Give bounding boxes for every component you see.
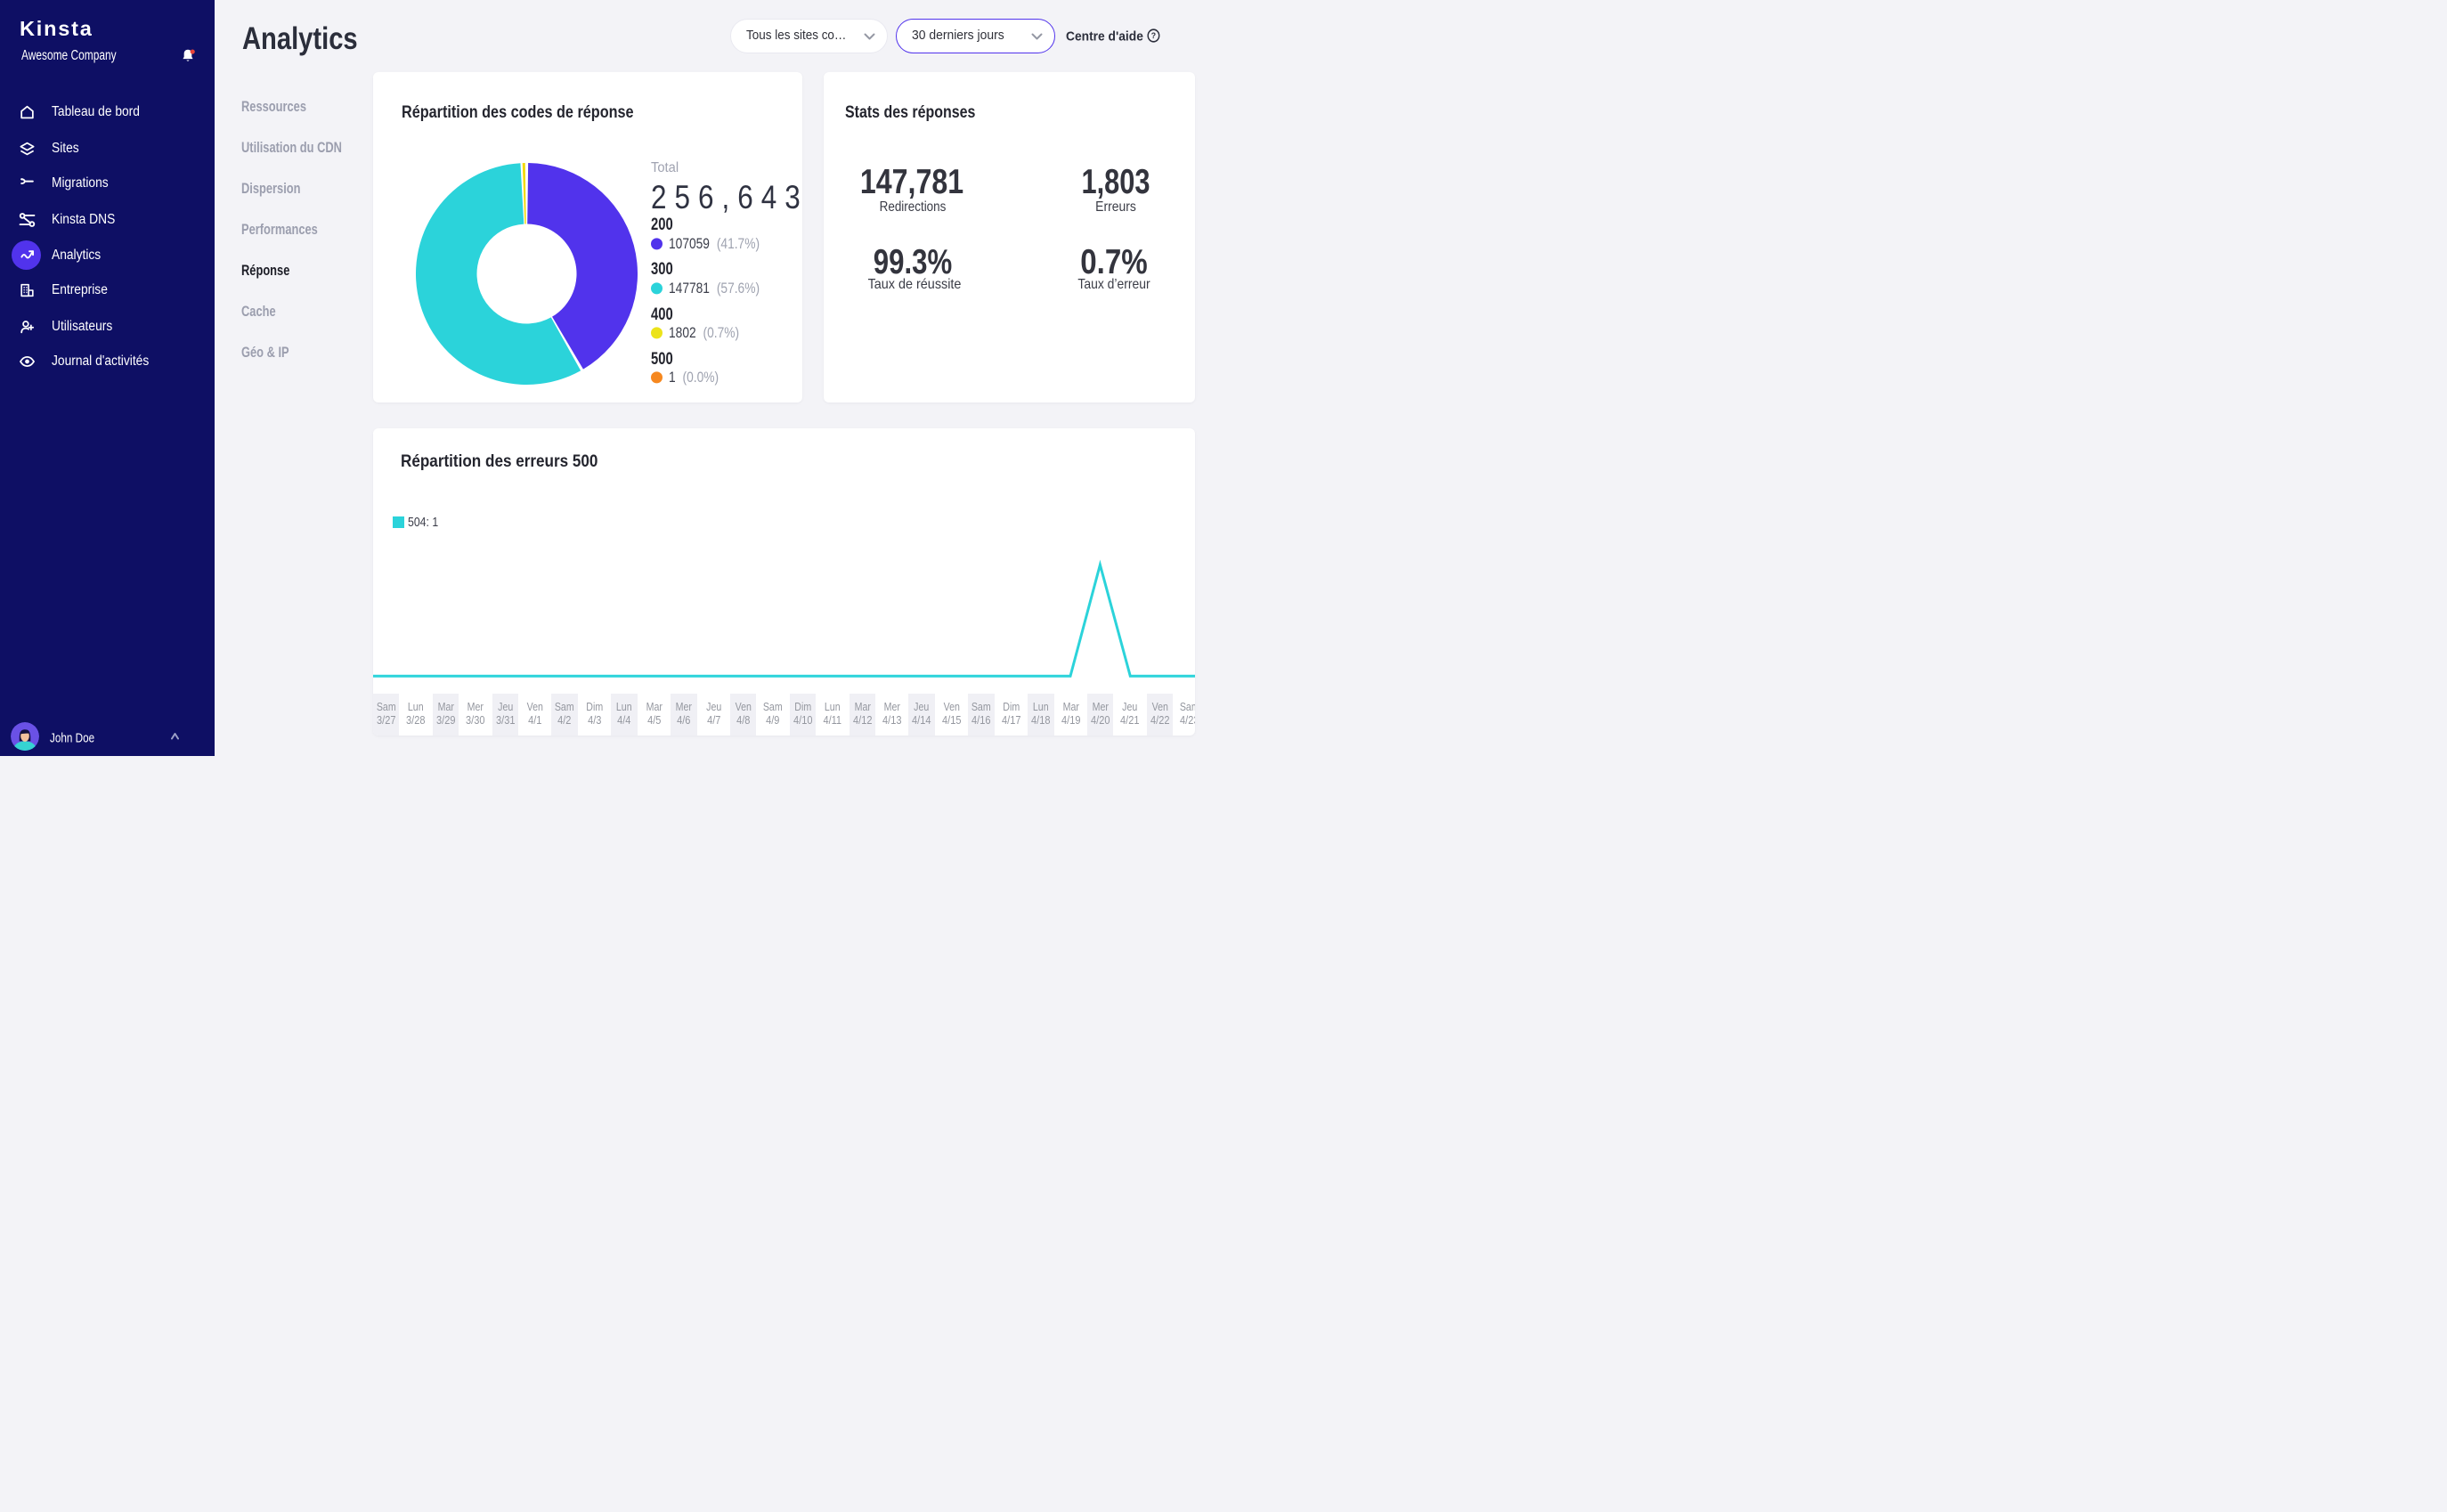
svg-text:?: ? [1150,31,1156,40]
